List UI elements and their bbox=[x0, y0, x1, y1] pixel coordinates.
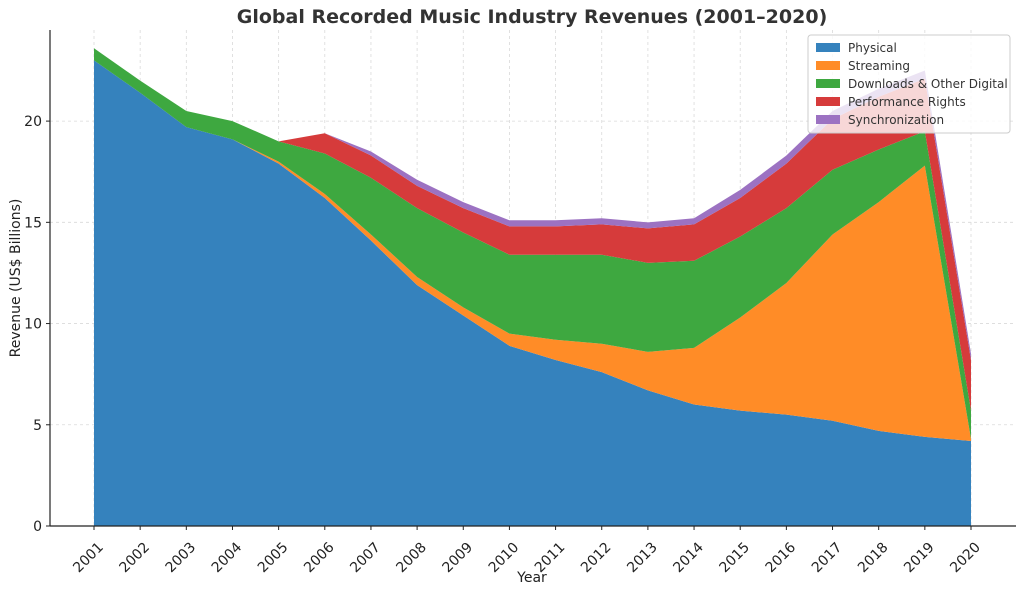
legend-swatch bbox=[816, 43, 840, 52]
legend-swatch bbox=[816, 61, 840, 70]
x-tick-label: 2001 bbox=[70, 540, 107, 577]
x-tick-label: 2014 bbox=[670, 539, 707, 576]
y-tick-label: 20 bbox=[24, 114, 42, 130]
y-tick-label: 10 bbox=[24, 317, 42, 333]
area-physical bbox=[94, 60, 971, 527]
legend-swatch bbox=[816, 79, 840, 88]
x-tick-label: 2005 bbox=[255, 540, 292, 577]
x-tick-label: 2006 bbox=[301, 539, 338, 576]
x-tick-label: 2007 bbox=[347, 540, 384, 577]
x-tick-label: 2004 bbox=[209, 539, 246, 576]
legend-label: Performance Rights bbox=[848, 95, 966, 109]
x-tick-label: 2016 bbox=[763, 539, 800, 576]
y-axis-label: Revenue (US$ Billions) bbox=[8, 199, 24, 358]
x-tick-label: 2002 bbox=[116, 540, 153, 577]
legend-label: Synchronization bbox=[848, 113, 944, 127]
y-tick-label: 5 bbox=[33, 418, 42, 434]
stacked-areas bbox=[94, 48, 971, 527]
area-streaming bbox=[94, 60, 971, 441]
y-tick-label: 0 bbox=[33, 519, 42, 535]
legend-label: Streaming bbox=[848, 59, 910, 73]
legend-label: Downloads & Other Digital bbox=[848, 77, 1008, 91]
x-tick-label: 2020 bbox=[947, 540, 984, 577]
x-tick-label: 2015 bbox=[717, 540, 754, 577]
area-downloads-other-digital bbox=[94, 48, 971, 439]
area-performance-rights bbox=[94, 48, 971, 411]
chart-title: Global Recorded Music Industry Revenues … bbox=[237, 6, 828, 28]
x-tick-label: 2013 bbox=[624, 540, 661, 577]
x-tick-label: 2019 bbox=[901, 540, 938, 577]
x-tick-label: 2012 bbox=[578, 540, 615, 577]
legend-swatch bbox=[816, 97, 840, 106]
x-tick-label: 2018 bbox=[855, 540, 892, 577]
y-tick-label: 15 bbox=[24, 215, 42, 231]
legend-label: Physical bbox=[848, 41, 897, 55]
x-tick-label: 2008 bbox=[393, 540, 430, 577]
x-tick-label: 2017 bbox=[809, 540, 846, 577]
legend-box bbox=[807, 34, 1011, 134]
legend: Physical Streaming Downloads & Other Digit… bbox=[807, 34, 1011, 134]
x-tick-label: 2009 bbox=[440, 540, 477, 577]
x-tick-label: 2003 bbox=[163, 540, 200, 577]
legend-swatch bbox=[816, 115, 840, 124]
x-axis-label: Year bbox=[516, 570, 547, 586]
